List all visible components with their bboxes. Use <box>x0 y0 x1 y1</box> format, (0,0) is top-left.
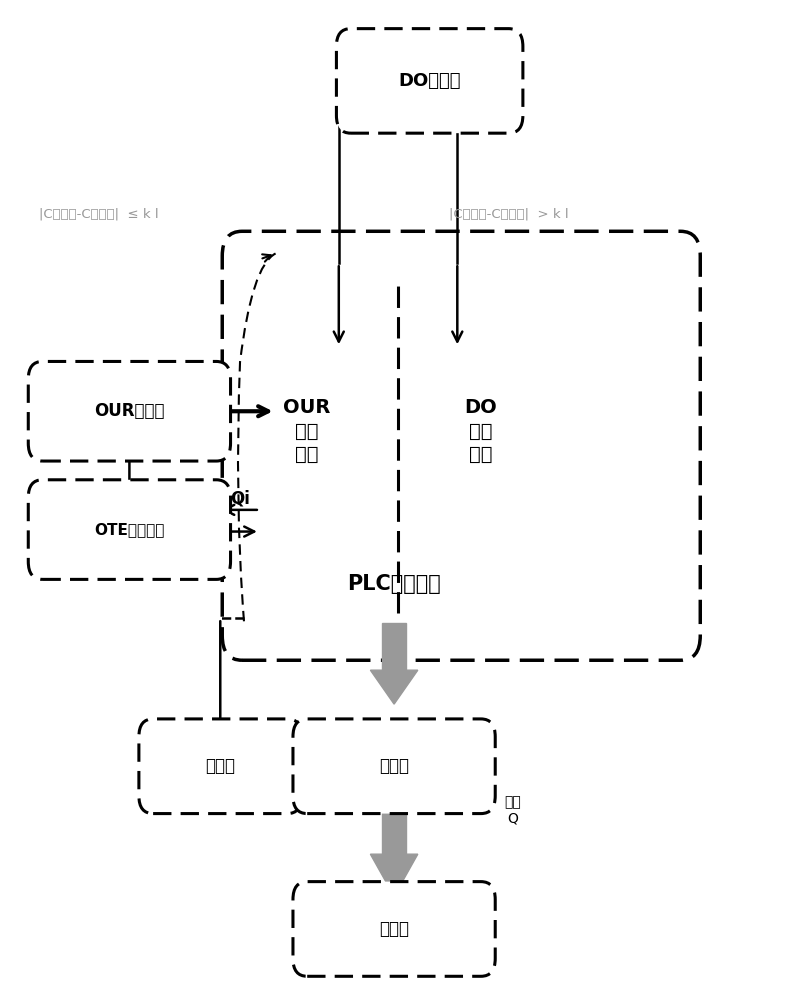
Text: OUR测定仪: OUR测定仪 <box>94 402 165 420</box>
Text: PLC控制单元: PLC控制单元 <box>347 574 440 594</box>
Text: DO
控制
算法: DO 控制 算法 <box>464 398 497 464</box>
Text: |C设定値-C实测値|  > k l: |C设定値-C实测値| > k l <box>449 208 569 221</box>
Text: 流量计: 流量计 <box>205 757 235 775</box>
FancyBboxPatch shape <box>28 361 230 461</box>
Text: 输出
Q: 输出 Q <box>503 796 520 826</box>
Polygon shape <box>370 854 418 896</box>
Text: OUR
控制
算法: OUR 控制 算法 <box>283 398 331 464</box>
Polygon shape <box>381 623 406 670</box>
Text: Qi: Qi <box>230 489 250 507</box>
FancyBboxPatch shape <box>222 231 699 660</box>
FancyBboxPatch shape <box>292 882 495 976</box>
FancyBboxPatch shape <box>139 719 301 814</box>
Text: DO测定仪: DO测定仪 <box>398 72 460 90</box>
Polygon shape <box>381 796 406 854</box>
FancyBboxPatch shape <box>28 480 230 579</box>
Text: OTE计算公式: OTE计算公式 <box>94 522 165 537</box>
Polygon shape <box>370 670 418 704</box>
Text: 曝气池: 曝气池 <box>379 920 409 938</box>
Text: |C设定値-C实测値|  ≤ k l: |C设定値-C实测値| ≤ k l <box>39 208 158 221</box>
Text: 鼓风机: 鼓风机 <box>379 757 409 775</box>
FancyBboxPatch shape <box>336 29 522 133</box>
FancyBboxPatch shape <box>292 719 495 814</box>
